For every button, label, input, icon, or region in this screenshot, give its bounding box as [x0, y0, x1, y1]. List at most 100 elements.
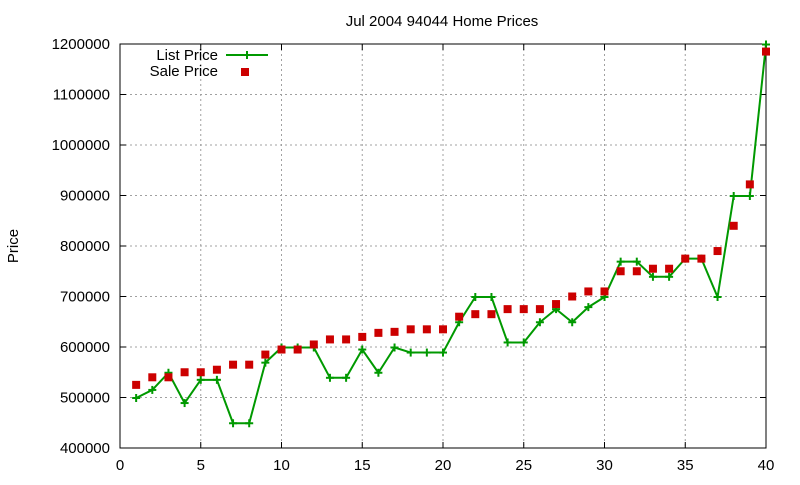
data-point-list-price	[729, 192, 738, 201]
x-tick-label: 0	[116, 457, 124, 474]
data-point-list-price	[762, 40, 770, 49]
data-point-list-price	[422, 348, 431, 357]
y-tick-label: 700000	[60, 289, 110, 306]
data-point-sale-price	[665, 264, 674, 273]
data-point-sale-price	[503, 305, 512, 314]
x-tick-label: 40	[758, 457, 775, 474]
data-point-list-price	[261, 358, 270, 367]
y-tick-label: 500000	[60, 390, 110, 407]
data-point-list-price	[584, 303, 593, 312]
data-point-list-price	[212, 375, 221, 384]
data-point-sale-price	[342, 335, 351, 344]
chart-title: Jul 2004 94044 Home Prices	[346, 13, 539, 30]
data-point-list-price	[616, 257, 625, 266]
data-point-sale-price	[713, 247, 722, 256]
data-point-sale-price	[261, 350, 270, 359]
data-point-sale-price	[245, 360, 254, 369]
data-point-sale-price	[552, 300, 561, 309]
data-point-list-price	[148, 385, 157, 394]
y-tick-label: 1000000	[52, 137, 110, 154]
data-point-list-price	[487, 293, 496, 302]
data-point-sale-price	[471, 310, 480, 319]
data-point-list-price	[325, 373, 334, 382]
data-point-list-price	[503, 338, 512, 347]
data-point-sale-price	[600, 287, 609, 296]
data-point-list-price	[374, 368, 383, 377]
series-0	[132, 40, 770, 428]
data-point-list-price	[745, 192, 754, 201]
series-line-list-price	[135, 44, 767, 425]
legend-item-list-price: List Price	[156, 47, 268, 64]
data-point-sale-price	[519, 305, 528, 314]
data-point-sale-price	[180, 368, 189, 377]
data-point-sale-price	[535, 305, 544, 314]
data-point-sale-price	[616, 267, 625, 276]
legend-marker-list-price	[243, 51, 251, 59]
legend-marker-sale-price	[241, 68, 249, 76]
data-point-list-price	[535, 318, 544, 327]
data-point-sale-price	[325, 335, 334, 344]
x-tick-label: 35	[677, 457, 694, 474]
x-tick-label: 10	[273, 457, 290, 474]
data-point-list-price	[390, 343, 399, 352]
data-point-sale-price	[406, 325, 415, 334]
data-point-sale-price	[455, 312, 464, 321]
data-point-sale-price	[390, 327, 399, 336]
series-1	[132, 47, 770, 389]
series-layer	[132, 40, 770, 428]
data-point-list-price	[358, 345, 367, 354]
tick-layer: 0 5 10 15 20 25 30 35 40 400000 500000 600000 700000…	[52, 36, 775, 474]
data-point-sale-price	[487, 310, 496, 319]
legend: List Price Sale Price	[150, 47, 268, 80]
data-point-sale-price	[212, 365, 221, 374]
y-tick-label: 1200000	[52, 36, 110, 53]
data-point-sale-price	[568, 292, 577, 301]
data-point-list-price	[568, 318, 577, 327]
data-point-list-price	[132, 394, 141, 403]
data-point-sale-price	[293, 345, 302, 354]
data-point-sale-price	[584, 287, 593, 296]
legend-label-list-price: List Price	[156, 47, 218, 64]
data-point-list-price	[439, 348, 447, 357]
data-point-list-price	[632, 257, 641, 266]
data-point-sale-price	[148, 373, 157, 382]
legend-swatch-sale-price	[241, 68, 249, 76]
x-tick-label: 30	[596, 457, 613, 474]
data-point-sale-price	[132, 380, 141, 389]
data-point-list-price	[713, 293, 722, 302]
y-tick-label: 1100000	[53, 87, 110, 104]
data-point-sale-price	[632, 267, 641, 276]
data-point-list-price	[648, 272, 657, 281]
data-point-sale-price	[358, 332, 367, 341]
data-point-sale-price	[229, 360, 238, 369]
x-tick-label: 20	[435, 457, 452, 474]
y-tick-label: 600000	[60, 339, 110, 356]
data-point-list-price	[180, 399, 189, 408]
data-point-list-price	[471, 293, 480, 302]
grid-layer	[120, 44, 766, 448]
legend-label-sale-price: Sale Price	[150, 63, 218, 80]
data-point-list-price	[229, 419, 238, 428]
data-point-sale-price	[745, 180, 754, 189]
y-tick-label: 900000	[60, 188, 110, 205]
data-point-list-price	[406, 348, 415, 357]
y-axis-title: Price	[5, 229, 22, 263]
x-tick-label: 25	[515, 457, 532, 474]
data-point-sale-price	[697, 254, 706, 263]
legend-item-sale-price: Sale Price	[150, 63, 249, 80]
data-point-sale-price	[309, 340, 318, 349]
data-point-list-price	[342, 373, 351, 382]
data-point-list-price	[245, 419, 254, 428]
data-point-sale-price	[439, 325, 447, 334]
data-point-list-price	[196, 375, 205, 384]
data-point-sale-price	[762, 47, 770, 56]
data-point-list-price	[665, 272, 674, 281]
data-point-sale-price	[164, 373, 173, 382]
data-point-sale-price	[422, 325, 431, 334]
data-point-sale-price	[374, 328, 383, 337]
data-point-sale-price	[196, 368, 205, 377]
x-tick-label: 15	[354, 457, 371, 474]
data-point-sale-price	[681, 254, 690, 263]
